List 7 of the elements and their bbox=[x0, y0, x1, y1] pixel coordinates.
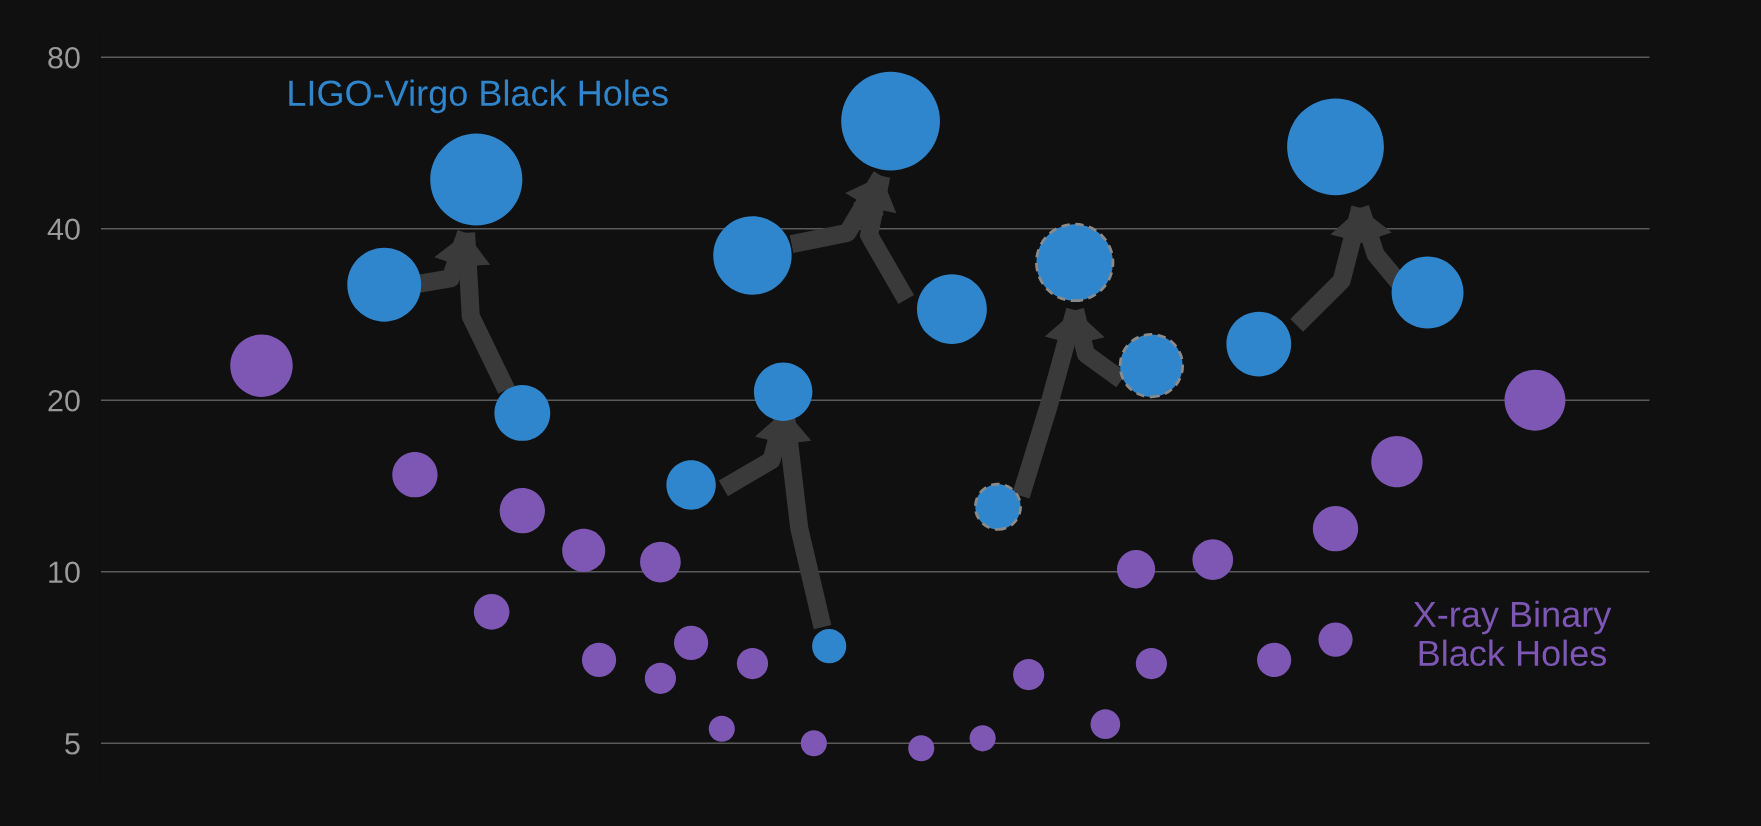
y-tick-label: 5 bbox=[65, 733, 80, 755]
text: X-ray Binary Black Holes bbox=[1413, 600, 1612, 667]
y-tick-label: 80 bbox=[48, 46, 80, 69]
y-tick-label: 10 bbox=[49, 561, 80, 584]
y-tick-label: 20 bbox=[48, 389, 80, 412]
series-label: LIGO-Virgo Black Holes bbox=[289, 79, 668, 114]
y-tick-label: 40 bbox=[47, 218, 80, 241]
